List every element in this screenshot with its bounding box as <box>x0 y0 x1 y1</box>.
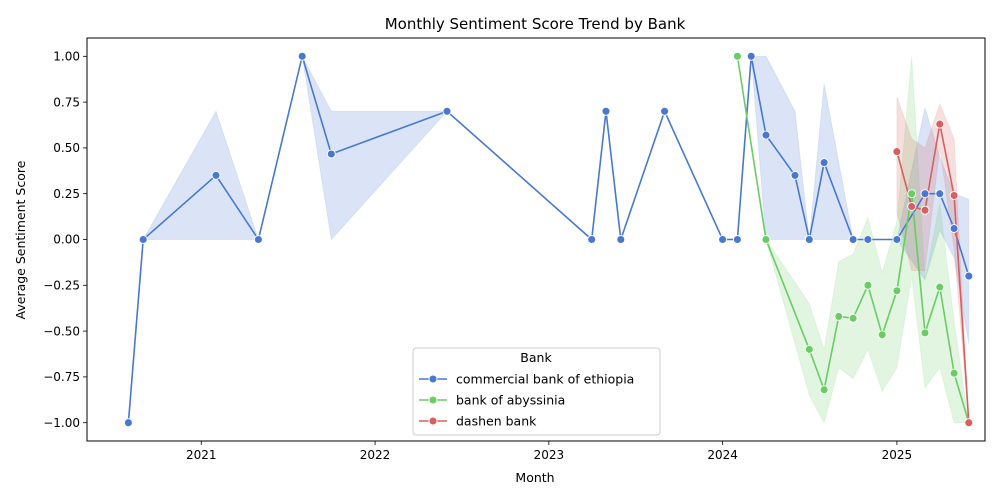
legend-box <box>412 347 661 436</box>
data-point-dashen-bank-0 <box>892 147 902 157</box>
data-point-commercial-bank-of-ethiopia-18 <box>848 235 858 244</box>
y-tick-label: 1.00 <box>53 50 80 64</box>
data-point-commercial-bank-of-ethiopia-11 <box>718 235 728 244</box>
data-point-bank-of-abyssinia-1 <box>761 235 771 244</box>
legend: Bank commercial bank of ethiopia bank of … <box>412 347 661 436</box>
data-point-commercial-bank-of-ethiopia-23 <box>949 224 959 233</box>
y-tick-label: 0.25 <box>53 187 80 201</box>
data-point-dashen-bank-1 <box>907 202 917 211</box>
legend-label-bank-of-abyssinia: bank of abyssinia <box>456 393 565 408</box>
data-point-commercial-bank-of-ethiopia-2 <box>211 170 221 180</box>
legend-marker-bank-of-abyssinia <box>428 395 438 405</box>
data-point-bank-of-abyssinia-11 <box>935 282 945 292</box>
y-tick-label: −0.25 <box>43 278 80 292</box>
legend-title: Bank <box>520 350 552 365</box>
data-point-bank-of-abyssinia-9 <box>907 189 917 199</box>
y-tick-label: 0.50 <box>53 141 80 155</box>
data-point-bank-of-abyssinia-4 <box>834 311 844 321</box>
y-axis-label: Average Sentiment Score <box>13 160 28 319</box>
data-point-dashen-bank-4 <box>949 191 959 200</box>
data-point-dashen-bank-2 <box>920 205 930 215</box>
data-point-bank-of-abyssinia-8 <box>892 286 902 296</box>
data-point-commercial-bank-of-ethiopia-24 <box>964 271 974 281</box>
y-tick-label: −1.00 <box>43 416 80 430</box>
series-markers <box>123 51 974 428</box>
y-tick-label: −0.75 <box>43 370 80 384</box>
data-point-commercial-bank-of-ethiopia-21 <box>920 189 930 199</box>
series-line-bank-of-abyssinia <box>736 56 970 423</box>
data-point-commercial-bank-of-ethiopia-12 <box>732 235 742 244</box>
data-point-bank-of-abyssinia-2 <box>804 344 814 354</box>
x-tick-label: 2023 <box>534 448 565 462</box>
legend-items: commercial bank of ethiopia bank of abyss… <box>419 372 634 429</box>
data-point-bank-of-abyssinia-0 <box>732 51 742 61</box>
data-point-commercial-bank-of-ethiopia-9 <box>616 235 626 244</box>
y-tick-label: 0.00 <box>53 233 80 247</box>
y-tick-label: 0.75 <box>53 95 80 109</box>
data-point-bank-of-abyssinia-6 <box>863 280 873 290</box>
y-tick-label: −0.50 <box>43 324 80 338</box>
data-point-commercial-bank-of-ethiopia-7 <box>587 235 597 244</box>
data-point-commercial-bank-of-ethiopia-15 <box>790 170 800 180</box>
x-tick-label: 2021 <box>186 448 217 462</box>
data-point-commercial-bank-of-ethiopia-8 <box>601 106 611 116</box>
data-point-commercial-bank-of-ethiopia-14 <box>761 130 771 140</box>
legend-label-dashen-bank: dashen bank <box>456 414 537 429</box>
data-point-commercial-bank-of-ethiopia-13 <box>746 51 756 61</box>
chart-title: Monthly Sentiment Score Trend by Bank <box>385 15 686 33</box>
data-point-dashen-bank-5 <box>964 418 974 428</box>
y-axis-ticks: −1.00 −0.75 −0.50 −0.25 0.00 0.25 0.50 0.75 1.00 <box>43 50 87 430</box>
data-point-bank-of-abyssinia-12 <box>949 368 959 378</box>
data-point-bank-of-abyssinia-10 <box>920 328 930 338</box>
x-tick-label: 2025 <box>882 448 913 462</box>
data-point-commercial-bank-of-ethiopia-5 <box>326 149 336 159</box>
x-tick-label: 2022 <box>360 448 391 462</box>
data-point-bank-of-abyssinia-5 <box>848 313 858 323</box>
data-point-commercial-bank-of-ethiopia-10 <box>660 106 670 116</box>
data-point-commercial-bank-of-ethiopia-17 <box>819 158 829 168</box>
data-point-commercial-bank-of-ethiopia-1 <box>138 235 148 244</box>
legend-marker-commercial-bank-of-ethiopia <box>428 374 438 384</box>
legend-marker-dashen-bank <box>428 416 438 426</box>
data-point-commercial-bank-of-ethiopia-19 <box>863 235 873 244</box>
legend-label-commercial-bank-of-ethiopia: commercial bank of ethiopia <box>456 372 634 387</box>
data-point-commercial-bank-of-ethiopia-16 <box>804 235 814 244</box>
data-point-commercial-bank-of-ethiopia-20 <box>892 235 902 244</box>
data-point-bank-of-abyssinia-7 <box>877 330 887 340</box>
data-point-dashen-bank-3 <box>935 119 945 129</box>
x-tick-label: 2024 <box>707 448 738 462</box>
data-point-commercial-bank-of-ethiopia-3 <box>253 235 263 244</box>
data-point-bank-of-abyssinia-3 <box>819 385 829 395</box>
data-point-commercial-bank-of-ethiopia-22 <box>935 189 945 199</box>
x-axis-label: Month <box>515 470 554 485</box>
data-point-commercial-bank-of-ethiopia-4 <box>297 51 307 61</box>
data-point-commercial-bank-of-ethiopia-0 <box>123 418 133 428</box>
x-axis-ticks: 2021 2022 2023 2024 2025 <box>186 441 912 462</box>
data-point-commercial-bank-of-ethiopia-6 <box>442 106 452 116</box>
